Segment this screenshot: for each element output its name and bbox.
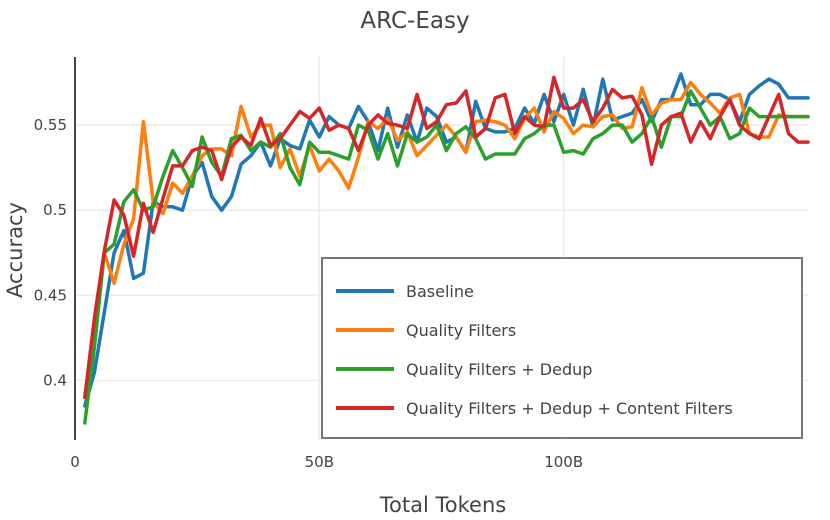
- x-tick-label: 0: [70, 453, 80, 471]
- y-tick-label: 0.45: [34, 286, 67, 304]
- legend-label: Quality Filters + Dedup: [406, 360, 592, 379]
- series-line-4: [83, 75, 810, 400]
- x-axis-title: Total Tokens: [379, 493, 506, 517]
- legend-label: Quality Filters: [406, 321, 516, 340]
- x-tick-labels: 0 50B 100B: [70, 453, 583, 471]
- y-tick-label: 0.4: [43, 371, 67, 389]
- legend-label: Baseline: [406, 282, 474, 301]
- y-tick-labels: 0.4 0.45 0.5 0.55: [34, 116, 67, 389]
- x-tick-label: 100B: [544, 453, 583, 471]
- y-axis-title: Accuracy: [3, 202, 27, 298]
- series-line-2: [83, 80, 810, 400]
- series-line-1: [83, 72, 810, 408]
- legend: Baseline Quality Filters Quality Filters +…: [321, 257, 803, 439]
- series-line-3: [83, 89, 810, 425]
- series-lines: [83, 72, 810, 425]
- y-tick-label: 0.55: [34, 116, 67, 134]
- legend-label: Quality Filters + Dedup + Content Filter…: [406, 399, 733, 418]
- legend-box: [321, 257, 803, 439]
- x-tick-label: 50B: [305, 453, 334, 471]
- chart-title: ARC-Easy: [360, 8, 469, 34]
- y-tick-label: 0.5: [43, 201, 67, 219]
